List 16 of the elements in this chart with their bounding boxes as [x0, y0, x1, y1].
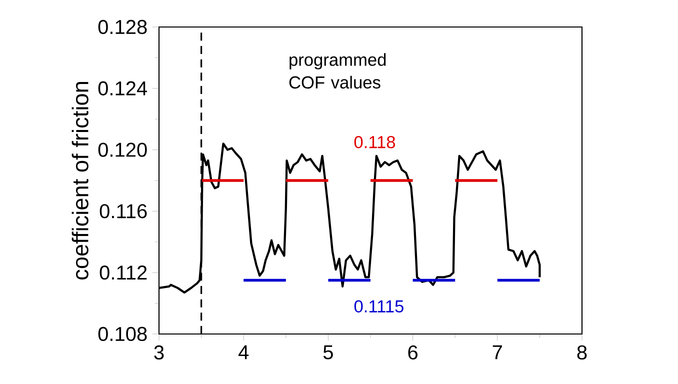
y-tick-label: 0.120: [98, 142, 147, 157]
x-tick-label: 6: [408, 345, 418, 360]
y-tick-label: 0.112: [100, 266, 147, 280]
y-tick-label: 0.128: [98, 20, 147, 34]
annotation: programmed COF values: [289, 53, 386, 89]
x-tick-label: 3: [154, 345, 164, 360]
y-tick-label: 0.108: [98, 326, 147, 342]
annotation: 0.1115: [354, 300, 404, 312]
x-tick-label: 4: [238, 345, 249, 360]
y-tick-label: 0.116: [100, 204, 147, 218]
annotation: 0.118: [354, 136, 396, 148]
y-axis-title: coefficient of friction: [72, 82, 88, 280]
x-tick-label: 5: [323, 345, 333, 360]
x-tick-label: 7: [492, 345, 502, 360]
y-tick-label: 0.124: [98, 81, 148, 96]
x-tick-label: 8: [577, 345, 587, 360]
